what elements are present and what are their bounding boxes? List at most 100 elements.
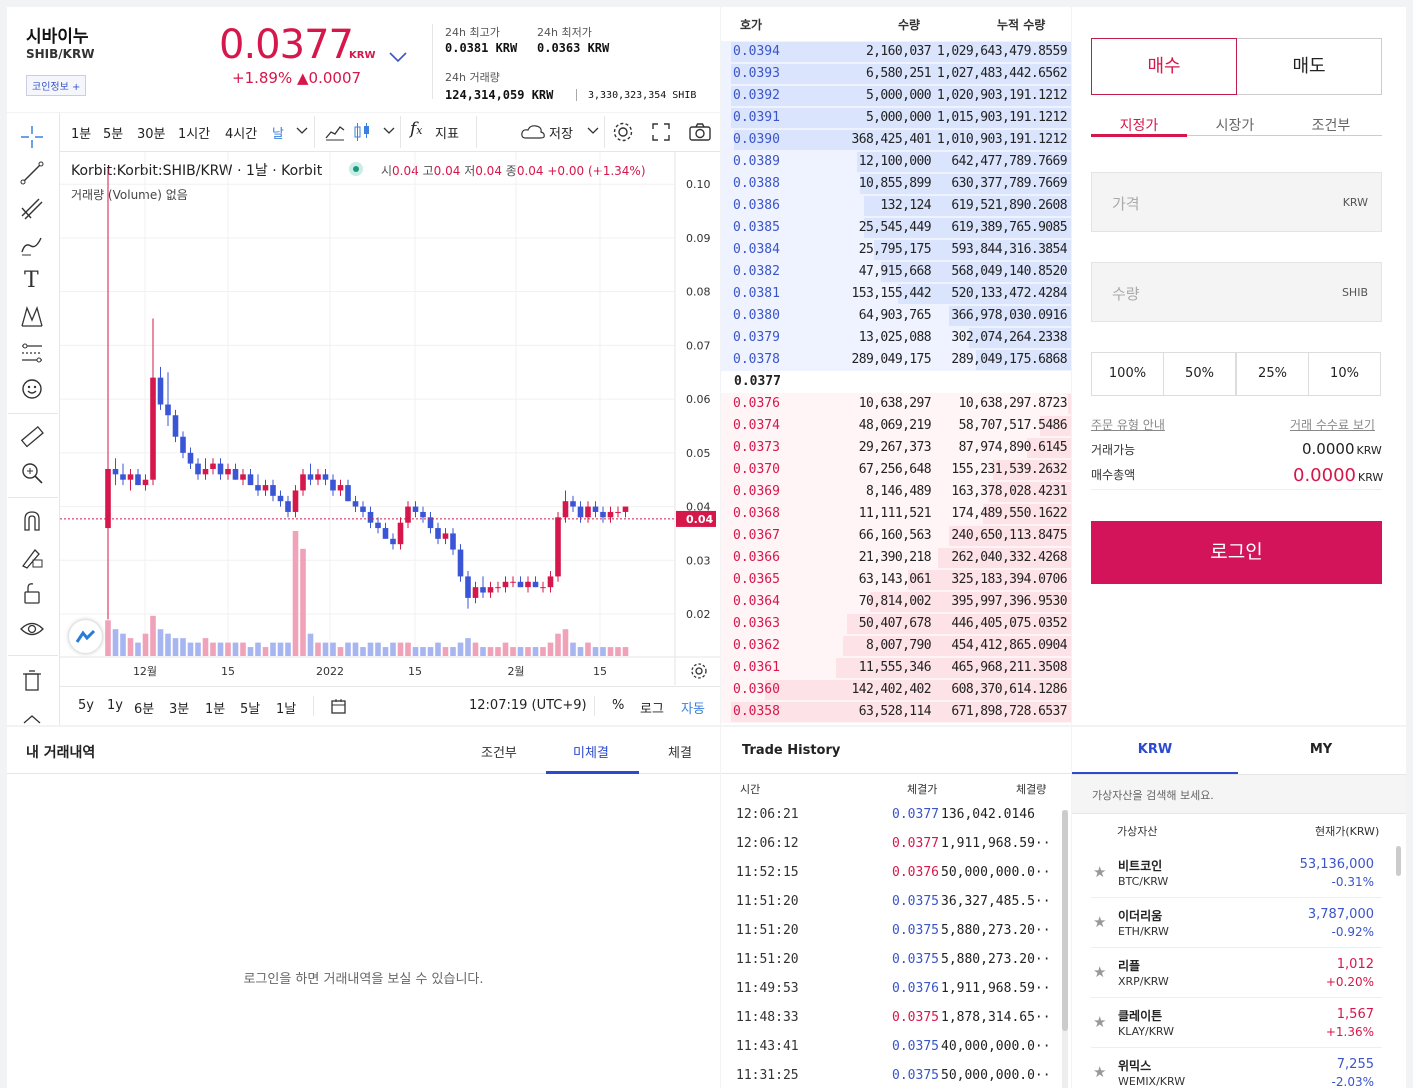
th-scrollbar-thumb[interactable]: [1062, 810, 1068, 1031]
chart-type-dropdown-icon[interactable]: [383, 127, 395, 135]
ask-row[interactable]: 0.0389 12,100,000 642,477,789.7669: [721, 151, 1071, 173]
range-1y[interactable]: 1y: [107, 698, 123, 713]
th-scrollbar-track[interactable]: [1062, 810, 1068, 1088]
bid-row[interactable]: 0.0370 67,256,648 155,231,539.2632: [721, 459, 1071, 481]
pattern-tool-icon[interactable]: [19, 304, 45, 330]
ask-row[interactable]: 0.0392 5,000,000 1,020,903,191.1212: [721, 85, 1071, 107]
coin-row[interactable]: ★ 비트코인 BTC/KRW 53,136,000 -0.31%: [1091, 848, 1382, 898]
candle-type-icon[interactable]: [352, 121, 372, 143]
ask-row[interactable]: 0.0379 13,025,088 302,074,264.2338: [721, 327, 1071, 349]
pct-10-button[interactable]: 10%: [1308, 352, 1381, 396]
ruler-icon[interactable]: [19, 424, 45, 450]
interval-30m[interactable]: 30분: [137, 127, 166, 142]
bid-row[interactable]: 0.0362 8,007,790 454,412,865.0904: [721, 635, 1071, 657]
ask-row[interactable]: 0.0381 153,155,442 520,133,472.4284: [721, 283, 1071, 305]
indicator-button[interactable]: 지표: [435, 127, 459, 142]
coin-info-button[interactable]: 코인정보 +: [26, 75, 87, 96]
ask-row[interactable]: 0.0384 25,795,175 593,844,316.3854: [721, 239, 1071, 261]
interval-dropdown-icon[interactable]: [296, 127, 308, 135]
interval-5m[interactable]: 5분: [103, 127, 124, 142]
sell-tab[interactable]: 매도: [1237, 38, 1382, 95]
bid-row[interactable]: 0.0368 11,111,521 174,489,550.1622: [721, 503, 1071, 525]
save-button[interactable]: 저장: [549, 127, 573, 142]
zoom-in-icon[interactable]: [19, 460, 45, 486]
visibility-eye-icon[interactable]: [19, 616, 45, 642]
bid-row[interactable]: 0.0367 66,160,563 240,650,113.8475: [721, 525, 1071, 547]
bid-row[interactable]: 0.0364 70,814,002 395,997,396.9530: [721, 591, 1071, 613]
prediction-tool-icon[interactable]: [19, 340, 45, 366]
market-tab-my[interactable]: MY: [1309, 742, 1333, 757]
trend-line-icon[interactable]: [19, 160, 45, 186]
goto-date-icon[interactable]: [330, 697, 348, 715]
interval-day[interactable]: 날: [272, 127, 284, 142]
bid-row[interactable]: 0.0358 63,528,114 671,898,728.6537: [721, 701, 1071, 723]
ask-row[interactable]: 0.0386 132,124 619,521,890.2608: [721, 195, 1071, 217]
favorite-star-icon[interactable]: ★: [1093, 863, 1107, 881]
crosshair-icon[interactable]: [19, 124, 45, 150]
axis-settings-icon[interactable]: [689, 661, 709, 681]
pct-100-button[interactable]: 100%: [1091, 352, 1164, 396]
range-1[interactable]: 1분: [205, 702, 226, 717]
bid-row[interactable]: 0.0363 50,407,678 446,405,075.0352: [721, 613, 1071, 635]
coin-row[interactable]: ★ 위믹스 WEMIX/KRW 7,255 -2.03%: [1091, 1048, 1382, 1088]
save-dropdown-icon[interactable]: [587, 127, 599, 135]
pct-25-button[interactable]: 25%: [1236, 352, 1309, 396]
ask-row[interactable]: 0.0388 10,855,899 630,377,789.7669: [721, 173, 1071, 195]
order-type-market[interactable]: 시장가: [1215, 118, 1255, 134]
interval-1m[interactable]: 1분: [71, 127, 92, 142]
bid-row[interactable]: 0.0374 48,069,219 58,707,517.5486: [721, 415, 1071, 437]
ask-row[interactable]: 0.0393 6,580,251 1,027,483,442.6562: [721, 63, 1071, 85]
coin-row[interactable]: ★ 클레이튼 KLAY/KRW 1,567 +1.36%: [1091, 998, 1382, 1048]
pct-50-button[interactable]: 50%: [1163, 352, 1236, 396]
emoji-icon[interactable]: [19, 376, 45, 402]
bid-row[interactable]: 0.0369 8,146,489 163,378,028.4231: [721, 481, 1071, 503]
magnet-icon[interactable]: [19, 508, 45, 534]
login-button[interactable]: 로그인: [1091, 521, 1382, 584]
percent-scale-toggle[interactable]: %: [612, 698, 625, 713]
fib-tool-icon[interactable]: [19, 196, 45, 222]
ask-row[interactable]: 0.0378 289,049,175 289,049,175.6868: [721, 349, 1071, 371]
chevron-up-icon[interactable]: [22, 714, 42, 724]
bid-row[interactable]: 0.0376 10,638,297 10,638,297.8723: [721, 393, 1071, 415]
favorite-star-icon[interactable]: ★: [1093, 1013, 1107, 1031]
fee-link[interactable]: 거래 수수료 보기: [1290, 418, 1375, 432]
range-1d[interactable]: 1날: [276, 702, 297, 717]
brush-icon[interactable]: [19, 232, 45, 258]
ask-row[interactable]: 0.0390 368,425,401 1,010,903,191.1212: [721, 129, 1071, 151]
bid-row[interactable]: 0.0366 21,390,218 262,040,332.4268: [721, 547, 1071, 569]
log-scale-toggle[interactable]: 로그: [640, 702, 664, 717]
range-6[interactable]: 6분: [134, 702, 155, 717]
bid-row[interactable]: 0.0361 11,555,346 465,968,211.3508: [721, 657, 1071, 679]
ask-row[interactable]: 0.0394 2,160,037 1,029,643,479.8559: [721, 41, 1071, 63]
unlock-icon[interactable]: [19, 580, 45, 606]
ask-row[interactable]: 0.0382 47,915,668 568,049,140.8520: [721, 261, 1071, 283]
fullscreen-icon[interactable]: [651, 122, 671, 142]
tradingview-logo[interactable]: [69, 620, 102, 653]
bid-row[interactable]: 0.0360 142,402,402 608,370,614.1286: [721, 679, 1071, 701]
bid-row[interactable]: 0.0373 29,267,373 87,974,890.6145: [721, 437, 1071, 459]
tab-open-orders[interactable]: 미체결: [573, 746, 609, 761]
range-5d[interactable]: 5날: [240, 702, 261, 717]
settings-gear-icon[interactable]: [612, 121, 634, 143]
ask-row[interactable]: 0.0385 25,545,449 619,389,765.9085: [721, 217, 1071, 239]
price-field[interactable]: 가격 KRW: [1091, 172, 1382, 232]
buy-tab[interactable]: 매수: [1091, 38, 1237, 95]
range-3[interactable]: 3분: [169, 702, 190, 717]
auto-scale-toggle[interactable]: 자동: [681, 702, 705, 717]
area-chart-icon[interactable]: [324, 122, 346, 142]
market-scrollbar-thumb[interactable]: [1396, 846, 1401, 876]
tab-filled[interactable]: 체결: [668, 746, 692, 761]
order-guide-link[interactable]: 주문 유형 안내: [1091, 418, 1165, 432]
order-type-conditional[interactable]: 조건부: [1311, 118, 1351, 134]
tab-conditional[interactable]: 조건부: [481, 746, 517, 761]
market-search-input[interactable]: 가상자산을 검색해 보세요.: [1072, 774, 1406, 814]
cloud-save-icon[interactable]: [520, 124, 546, 140]
bid-row[interactable]: 0.0365 63,143,061 325,183,394.0706: [721, 569, 1071, 591]
indicator-fx-icon[interactable]: fx: [410, 119, 423, 139]
interval-4h[interactable]: 4시간: [225, 127, 258, 142]
range-5y[interactable]: 5y: [78, 698, 94, 713]
text-tool-icon[interactable]: T: [24, 268, 39, 293]
favorite-star-icon[interactable]: ★: [1093, 1063, 1107, 1081]
order-type-limit[interactable]: 지정가: [1119, 118, 1159, 134]
trash-icon[interactable]: [19, 667, 45, 693]
